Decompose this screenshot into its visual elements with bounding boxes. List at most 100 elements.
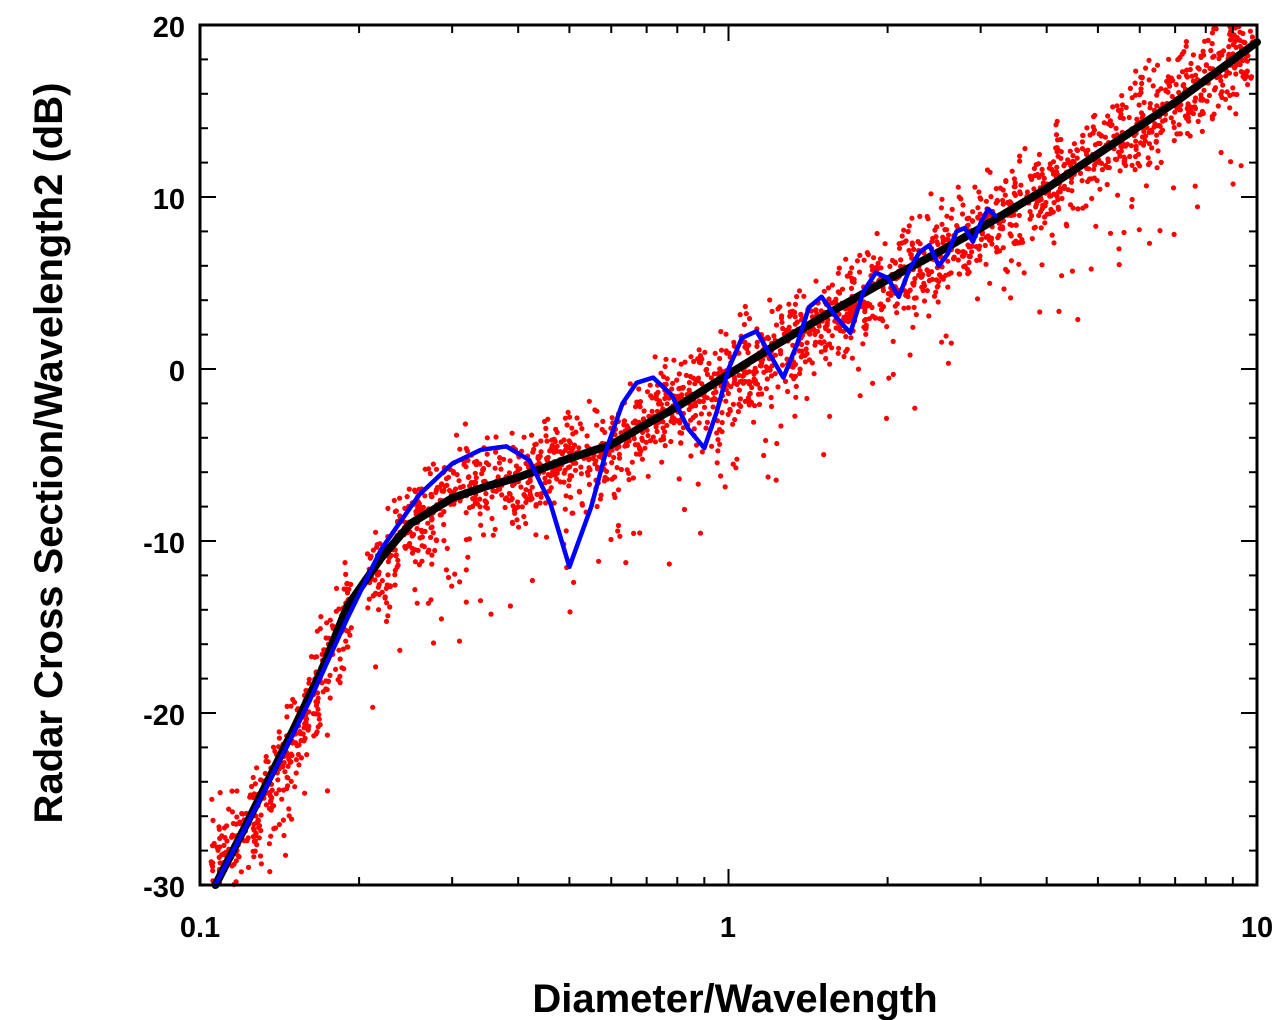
scatter-point (1027, 209, 1033, 215)
scatter-point (1070, 153, 1076, 159)
scatter-point (936, 278, 942, 285)
scatter-point (209, 796, 215, 802)
scatter-point (393, 508, 399, 514)
scatter-point (931, 293, 938, 299)
scatter-point (910, 324, 916, 330)
scatter-point (551, 449, 557, 455)
scatter-point (1176, 122, 1182, 128)
scatter-point (1039, 171, 1045, 177)
scatter-point (714, 430, 720, 436)
scatter-point (977, 195, 983, 201)
scatter-point (1146, 57, 1152, 63)
scatter-point (233, 858, 239, 864)
scatter-point (1080, 205, 1086, 211)
scatter-point (706, 360, 712, 366)
scatter-point (794, 294, 800, 300)
scatter-point (618, 466, 625, 473)
scatter-point (1149, 145, 1155, 151)
scatter-point (949, 206, 955, 212)
scatter-point (956, 194, 962, 200)
scatter-point (1000, 201, 1006, 207)
scatter-point (466, 536, 472, 542)
scatter-point (412, 547, 418, 553)
scatter-point (281, 832, 287, 839)
scatter-point (1084, 151, 1090, 158)
scatter-point (337, 656, 343, 662)
scatter-point (1000, 197, 1006, 203)
scatter-point (533, 441, 539, 447)
scatter-point (1061, 185, 1067, 191)
scatter-point (797, 370, 803, 377)
scatter-point (1146, 141, 1152, 147)
scatter-point (913, 295, 919, 301)
scatter-point (699, 449, 705, 455)
scatter-point (1000, 245, 1006, 251)
scatter-point (746, 316, 753, 322)
scatter-point (1129, 196, 1135, 203)
scatter-point (433, 487, 439, 493)
scatter-point (412, 559, 418, 565)
scatter-point (644, 389, 651, 395)
scatter-point (960, 202, 966, 208)
scatter-point (801, 293, 807, 299)
scatter-point (609, 460, 615, 466)
scatter-point (598, 492, 604, 498)
scatter-point (1098, 133, 1104, 139)
scatter-point (680, 385, 686, 391)
scatter-point (324, 620, 330, 626)
scatter-point (641, 408, 647, 414)
scatter-point (1215, 103, 1221, 109)
scatter-point (723, 331, 729, 337)
scatter-point (955, 257, 961, 263)
scatter-point (1143, 183, 1149, 189)
scatter-point (446, 487, 453, 494)
axis-ticks (199, 24, 1258, 886)
scatter-point (874, 230, 880, 237)
scatter-point (1171, 231, 1177, 237)
scatter-point (1013, 222, 1019, 228)
scatter-point (477, 598, 484, 604)
scatter-point (301, 738, 307, 744)
scatter-point (956, 248, 962, 255)
scatter-point (586, 481, 593, 487)
scatter-point (1216, 55, 1222, 62)
scatter-point (1016, 261, 1022, 267)
scatter-point (1050, 209, 1056, 215)
scatter-point (344, 644, 350, 650)
scatter-point (1176, 56, 1182, 62)
scatter-point (1133, 92, 1139, 98)
scatter-point (343, 571, 349, 578)
scatter-point (752, 403, 758, 409)
scatter-point (975, 205, 981, 211)
scatter-point (803, 346, 809, 352)
scatter-point (1064, 223, 1070, 229)
scatter-point (1017, 189, 1023, 195)
scatter-point (553, 445, 559, 451)
scatter-point (1008, 233, 1014, 239)
scatter-point (501, 456, 507, 462)
scatter-point (1196, 66, 1202, 72)
scatter-point (686, 380, 693, 386)
scatter-point (477, 496, 483, 502)
scatter-point (555, 467, 561, 473)
scatter-point (420, 504, 426, 510)
scatter-point (717, 355, 723, 362)
scatter-point (938, 205, 945, 211)
scatter-point (604, 476, 610, 482)
scatter-point (1091, 175, 1097, 181)
scatter-point (596, 558, 602, 564)
scatter-point (1152, 121, 1158, 127)
scatter-point (529, 577, 536, 584)
scatter-point (509, 482, 516, 489)
scatter-point (456, 638, 463, 644)
scatter-point (1244, 68, 1250, 75)
scatter-point (387, 583, 393, 589)
scatter-point (1154, 165, 1160, 171)
scatter-point (428, 494, 435, 500)
scatter-point (888, 292, 894, 298)
scatter-point (406, 486, 412, 492)
scatter-point (948, 340, 954, 346)
scatter-point (419, 558, 425, 564)
scatter-point (1059, 273, 1065, 279)
scatter-point (1217, 73, 1223, 80)
